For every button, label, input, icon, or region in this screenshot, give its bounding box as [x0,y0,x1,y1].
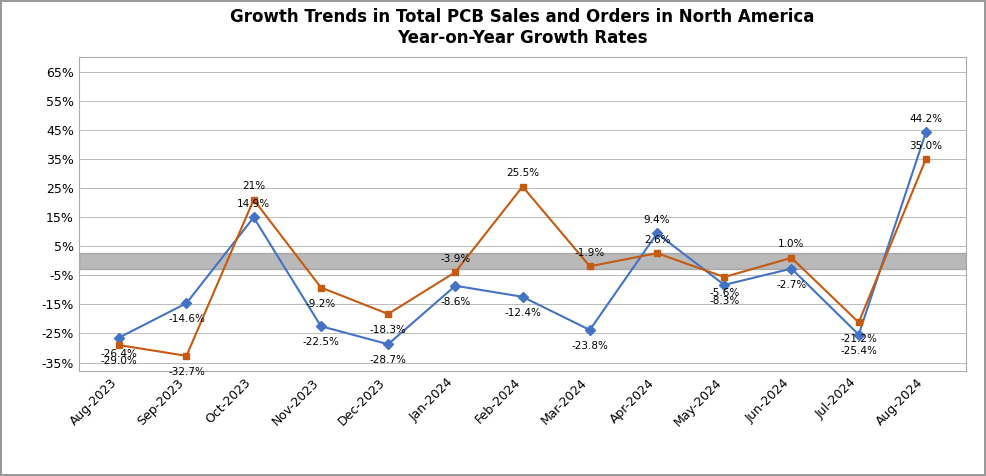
Shipments [786,266,798,271]
Bookings [786,255,798,261]
Text: -8.3%: -8.3% [709,296,740,306]
Line: Shipments: Shipments [115,129,930,347]
Shipments [315,323,326,329]
Text: -9.2%: -9.2% [306,298,336,308]
Shipments [517,294,528,300]
Shipments [920,129,932,135]
Bookings [315,285,326,290]
Text: 9.4%: 9.4% [644,215,670,225]
Bookings [247,197,259,202]
Text: -25.4%: -25.4% [840,346,878,356]
Text: -2.7%: -2.7% [776,280,807,290]
Bookings [180,353,192,359]
Bookings [450,269,461,275]
Shipments [719,282,731,288]
Text: 21%: 21% [243,181,265,191]
Text: 35.0%: 35.0% [909,140,943,150]
Bookings [719,274,731,280]
Text: -28.7%: -28.7% [370,356,406,366]
Title: Growth Trends in Total PCB Sales and Orders in North America
Year-on-Year Growth: Growth Trends in Total PCB Sales and Ord… [231,9,814,47]
Text: -1.9%: -1.9% [575,248,605,258]
Shipments [584,327,596,333]
Bookings [651,250,663,256]
Bookings [517,184,528,189]
Text: -21.2%: -21.2% [840,334,878,344]
Bookings [383,311,394,317]
Text: 25.5%: 25.5% [506,168,539,178]
Text: -26.4%: -26.4% [101,348,138,358]
Text: -23.8%: -23.8% [571,341,608,351]
Text: -32.7%: -32.7% [168,367,205,377]
Shipments [651,230,663,236]
Bar [79,253,966,269]
Shipments [383,341,394,347]
Shipments [113,335,125,340]
Shipments [450,283,461,288]
Text: 1.0%: 1.0% [778,239,805,249]
Bookings [920,156,932,162]
Text: -3.9%: -3.9% [440,254,470,264]
Shipments [853,332,865,337]
Text: 14.9%: 14.9% [237,199,270,209]
Text: -29.0%: -29.0% [101,356,138,366]
Bookings [853,319,865,325]
Text: -14.6%: -14.6% [168,314,205,324]
Shipments [247,215,259,220]
Bookings [584,263,596,269]
Text: -5.6%: -5.6% [709,288,740,298]
Shipments [180,300,192,306]
Text: -22.5%: -22.5% [303,337,339,347]
Bookings [113,342,125,348]
Line: Bookings: Bookings [115,156,930,359]
Text: 44.2%: 44.2% [909,114,943,124]
Text: -8.6%: -8.6% [440,297,470,307]
Text: -18.3%: -18.3% [370,325,406,335]
Text: 2.6%: 2.6% [644,235,670,245]
Text: -12.4%: -12.4% [504,308,541,318]
